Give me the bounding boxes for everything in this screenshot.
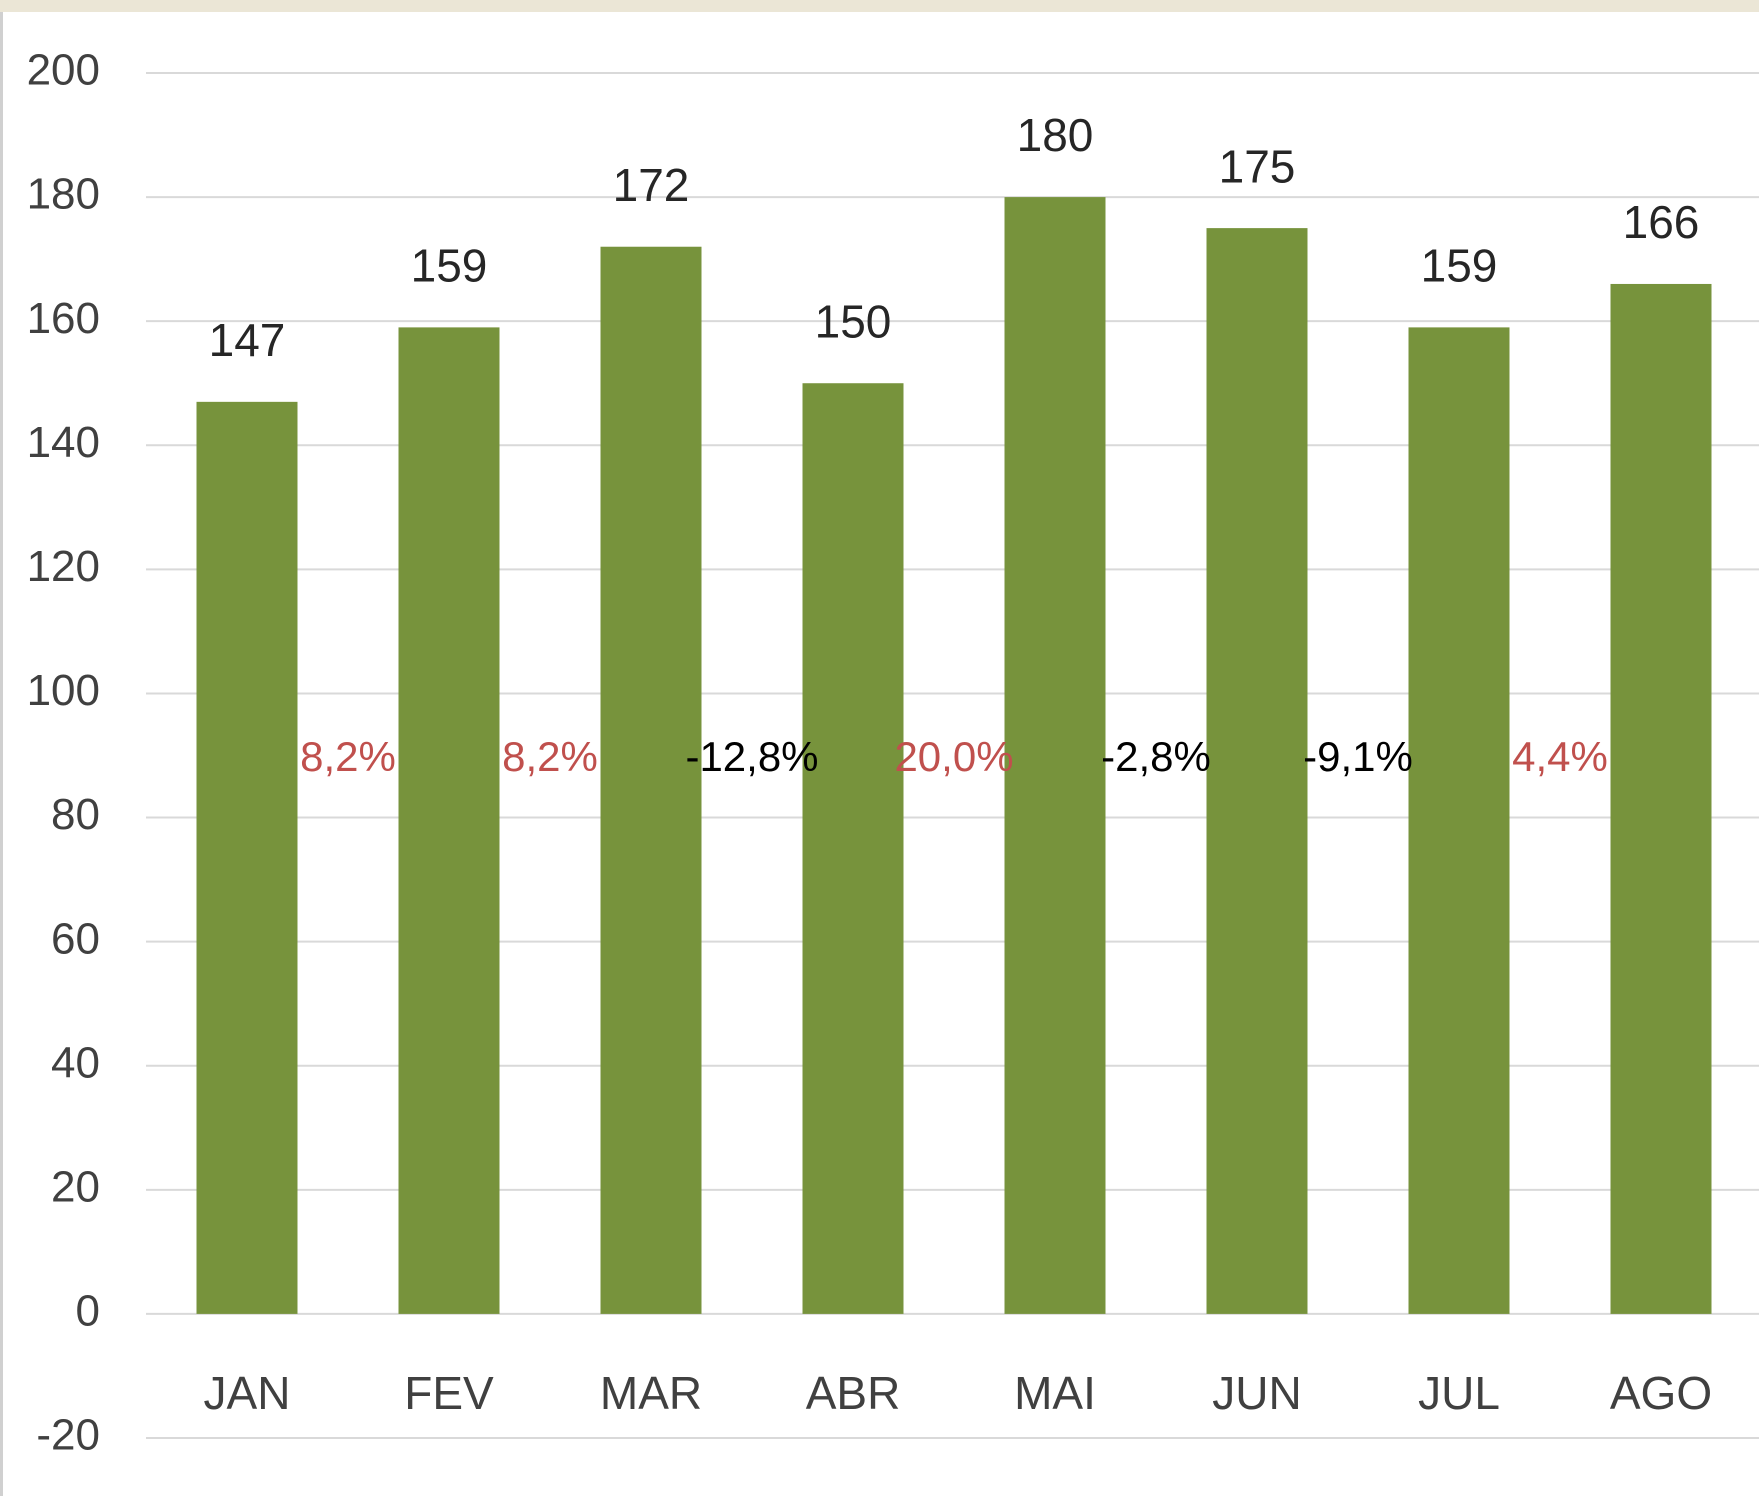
y-tick-label: 40 [51,1038,100,1087]
data-label: 147 [209,314,286,366]
y-tick-label: 200 [27,46,100,95]
x-tick-label: ABR [806,1367,901,1419]
x-tick-label: MAI [1014,1367,1096,1419]
data-label: 175 [1219,140,1296,192]
x-tick-label: AGO [1610,1367,1712,1419]
bar [1610,283,1712,1314]
data-label: 159 [411,240,488,292]
y-tick-label: -20 [36,1411,100,1460]
x-tick-label: JUL [1418,1367,1500,1419]
bar [398,327,500,1314]
change-label: -12,8% [685,733,818,780]
bar [196,401,298,1314]
left-frame [0,12,3,1496]
y-tick-label: 20 [51,1162,100,1211]
x-tick-label: MAR [600,1367,702,1419]
y-tick-label: 0 [76,1287,100,1336]
bar [1206,228,1308,1314]
bar [600,246,702,1314]
data-label: 172 [613,159,690,211]
data-label: 180 [1017,109,1094,161]
bar [1408,327,1510,1314]
change-label: 8,2% [300,733,396,780]
y-tick-label: 160 [27,294,100,343]
change-label: 8,2% [502,733,598,780]
change-label: -2,8% [1101,733,1211,780]
y-tick-label: 140 [27,418,100,467]
y-tick-label: 100 [27,666,100,715]
x-tick-label: JAN [204,1367,291,1419]
bar [1004,197,1106,1314]
change-label: 4,4% [1512,733,1608,780]
y-tick-label: 80 [51,790,100,839]
change-label: -9,1% [1303,733,1413,780]
bar [802,383,904,1314]
data-label: 166 [1623,196,1700,248]
top-frame [0,0,1759,12]
data-label: 159 [1421,240,1498,292]
y-tick-label: 60 [51,914,100,963]
data-label: 150 [815,295,892,347]
y-tick-label: 120 [27,542,100,591]
y-tick-label: 180 [27,170,100,219]
x-tick-label: JUN [1212,1367,1301,1419]
change-label: 20,0% [894,733,1013,780]
x-tick-label: FEV [404,1367,494,1419]
